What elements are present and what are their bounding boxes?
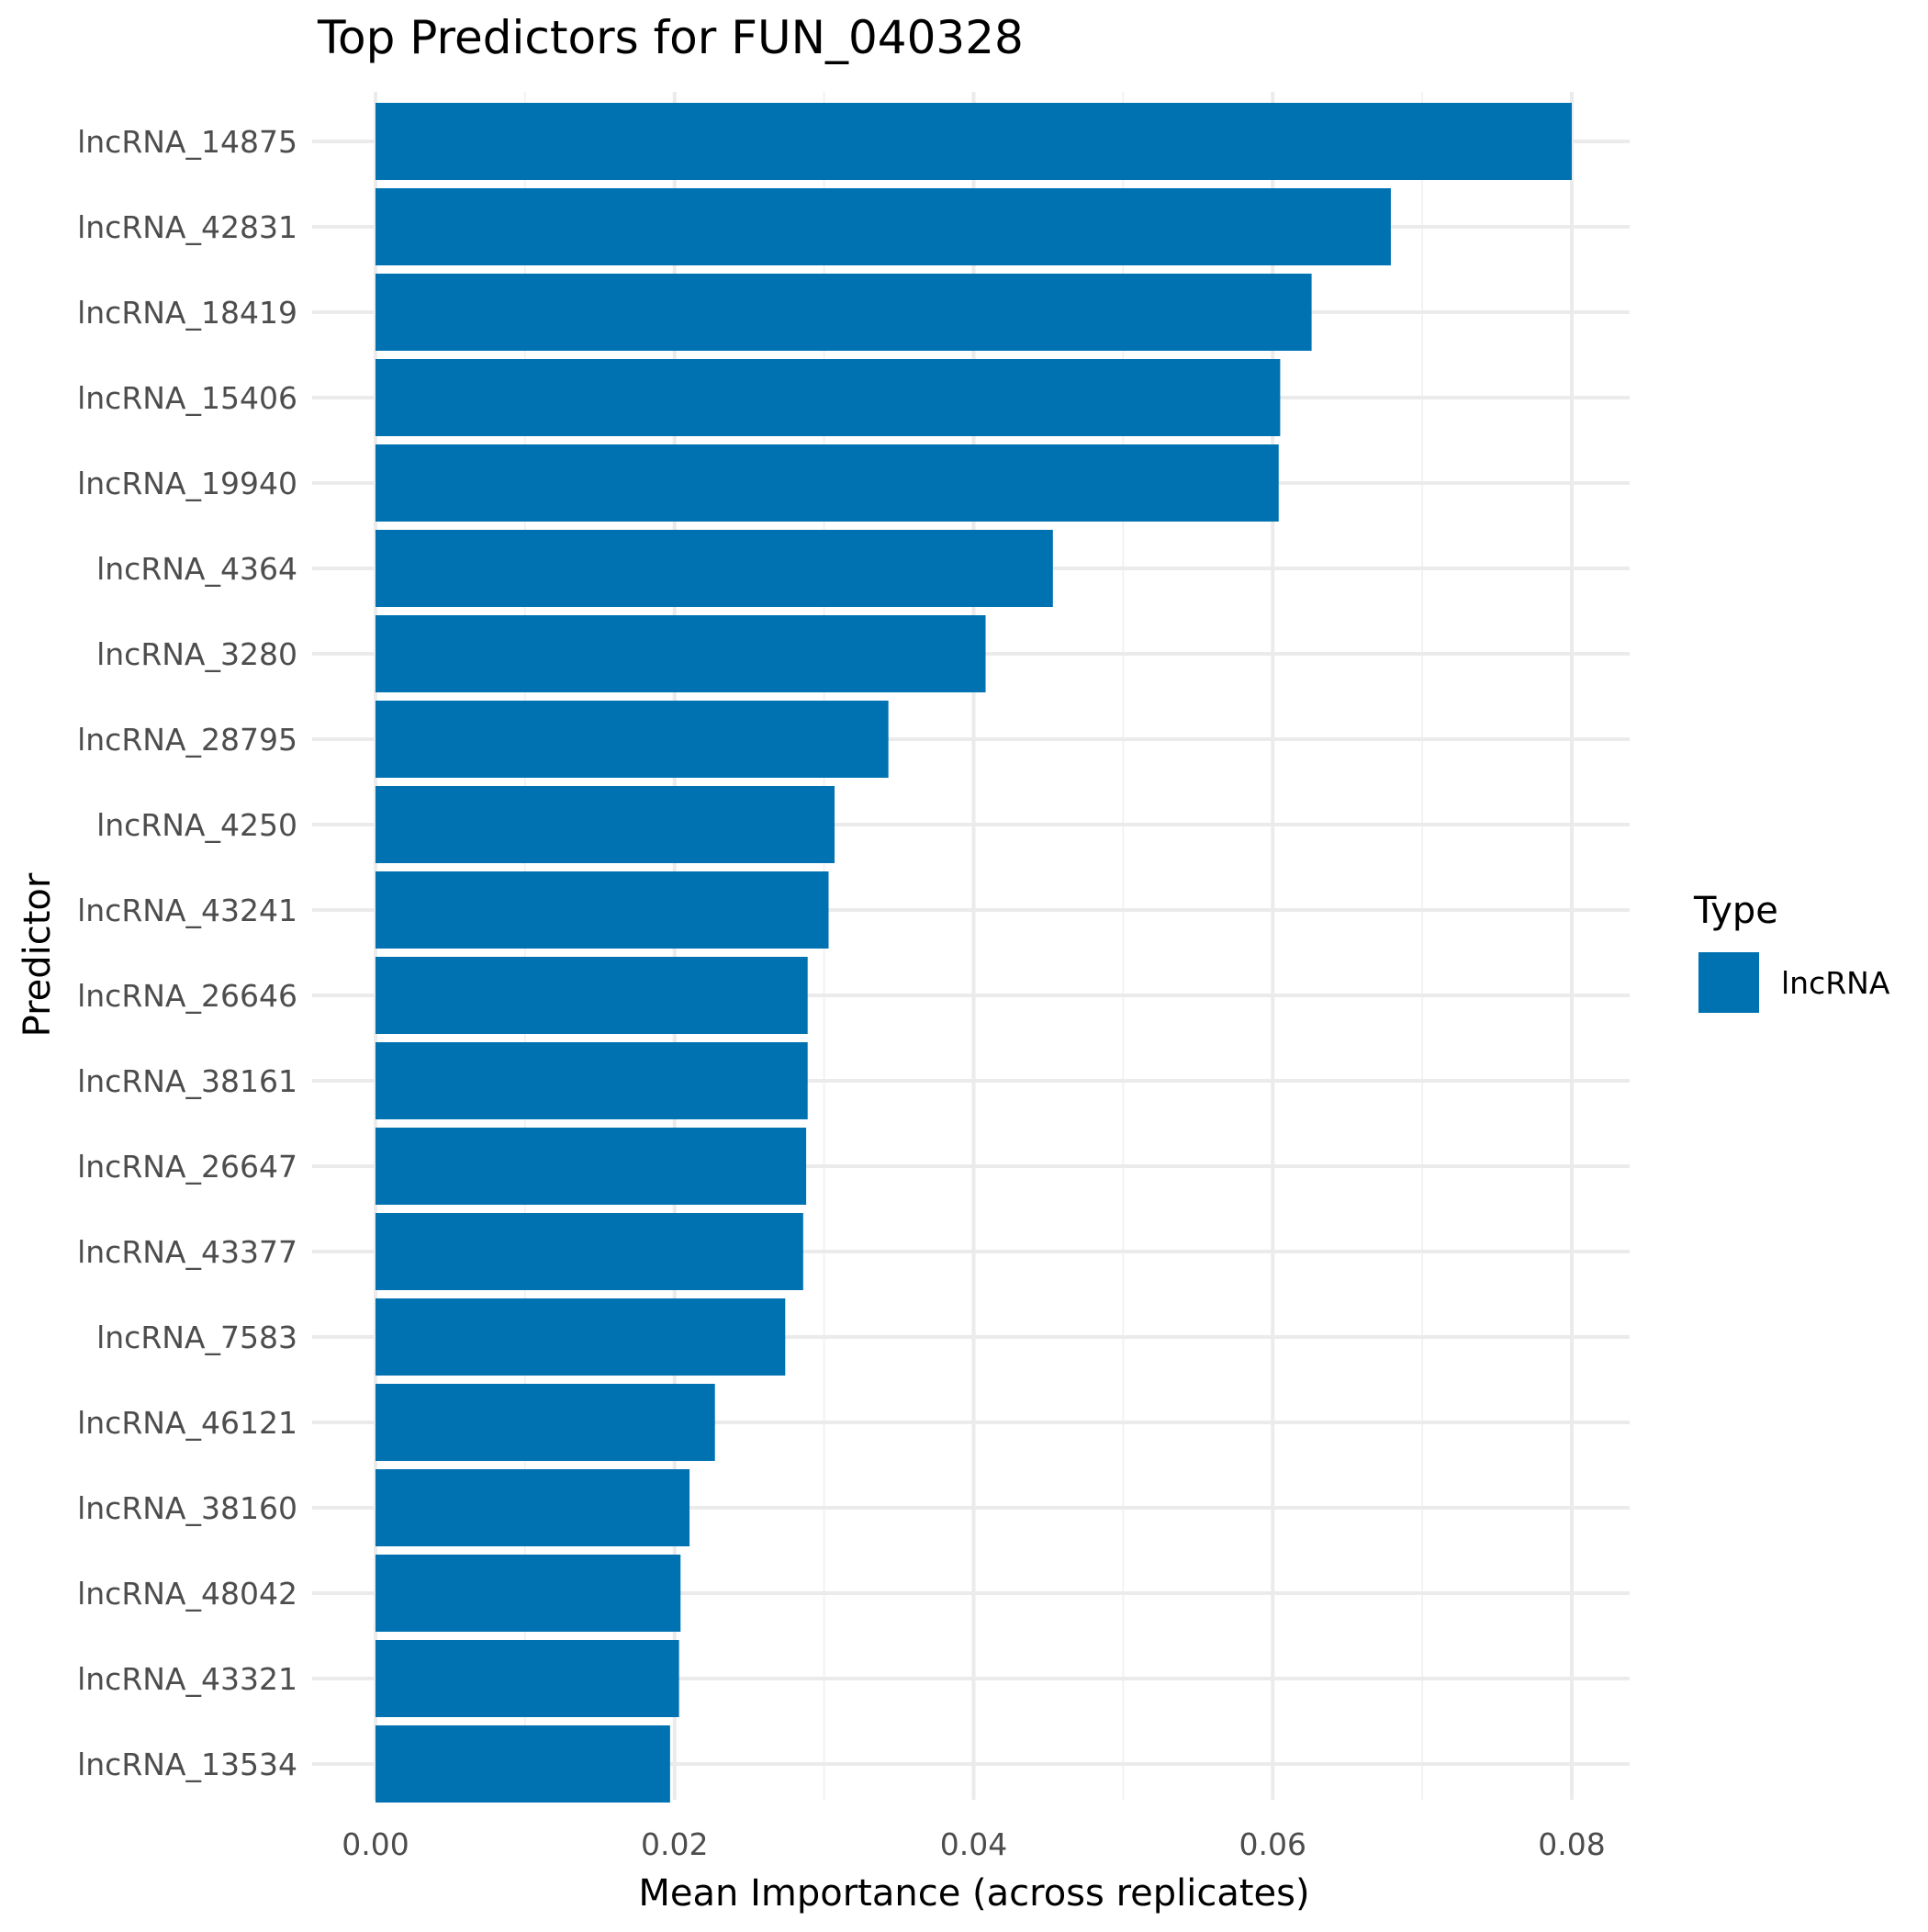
y-tick-labels: lncRNA_14875 lncRNA_42831 lncRNA_18419 lncR… [77, 124, 297, 1782]
y-axis-title: Predictor [17, 872, 59, 1037]
bar [376, 701, 889, 778]
y-tick-label: lncRNA_15406 [77, 380, 297, 416]
y-tick-label: lncRNA_26646 [77, 978, 297, 1014]
y-tick-label: lncRNA_26647 [77, 1149, 297, 1185]
y-tick-label: lncRNA_46121 [77, 1405, 297, 1441]
bar [376, 1640, 679, 1717]
bar [376, 359, 1281, 436]
legend-swatch [1698, 952, 1759, 1013]
x-tick-label: 0.00 [342, 1826, 409, 1862]
y-tick-label: lncRNA_43241 [77, 893, 297, 928]
y-tick-label: lncRNA_14875 [77, 124, 297, 160]
chart-title: Top Predictors for FUN_040328 [317, 11, 1024, 64]
bar [376, 1725, 670, 1803]
x-tick-label: 0.02 [641, 1826, 708, 1862]
bar [376, 103, 1572, 180]
bar [376, 274, 1312, 351]
y-tick-label: lncRNA_3280 [96, 636, 297, 672]
y-tick-label: lncRNA_4364 [96, 551, 297, 587]
bars [376, 103, 1572, 1803]
y-tick-label: lncRNA_38161 [77, 1063, 297, 1099]
bar [376, 444, 1279, 522]
legend-title: Type [1693, 890, 1778, 932]
x-axis-title: Mean Importance (across replicates) [638, 1872, 1309, 1915]
bar [376, 1128, 807, 1205]
legend-label: lncRNA [1781, 965, 1890, 1001]
bar [376, 188, 1391, 265]
bar [376, 615, 986, 692]
y-tick-label: lncRNA_4250 [96, 807, 297, 843]
x-tick-label: 0.04 [940, 1826, 1007, 1862]
y-tick-label: lncRNA_43377 [77, 1234, 297, 1270]
bar [376, 530, 1053, 607]
bar [376, 1213, 803, 1290]
y-tick-label: lncRNA_18419 [77, 295, 297, 331]
y-tick-label: lncRNA_43321 [77, 1661, 297, 1697]
bar [376, 1042, 808, 1119]
y-tick-label: lncRNA_38160 [77, 1490, 297, 1526]
bar [376, 1298, 786, 1376]
x-tick-label: 0.06 [1239, 1826, 1306, 1862]
y-tick-label: lncRNA_19940 [77, 466, 297, 501]
bar [376, 957, 808, 1034]
x-tick-label: 0.08 [1538, 1826, 1605, 1862]
bar [376, 786, 835, 863]
y-tick-label: lncRNA_7583 [96, 1320, 297, 1355]
legend: Type lncRNA [1693, 890, 1890, 1013]
bar [376, 1469, 690, 1546]
y-tick-label: lncRNA_28795 [77, 722, 297, 758]
bar [376, 871, 829, 949]
bar [376, 1384, 715, 1461]
y-tick-label: lncRNA_42831 [77, 209, 297, 245]
x-tick-labels: 0.00 0.02 0.04 0.06 0.08 [342, 1826, 1605, 1862]
y-tick-label: lncRNA_48042 [77, 1576, 297, 1612]
y-tick-label: lncRNA_13534 [77, 1747, 297, 1782]
bar [376, 1555, 681, 1632]
